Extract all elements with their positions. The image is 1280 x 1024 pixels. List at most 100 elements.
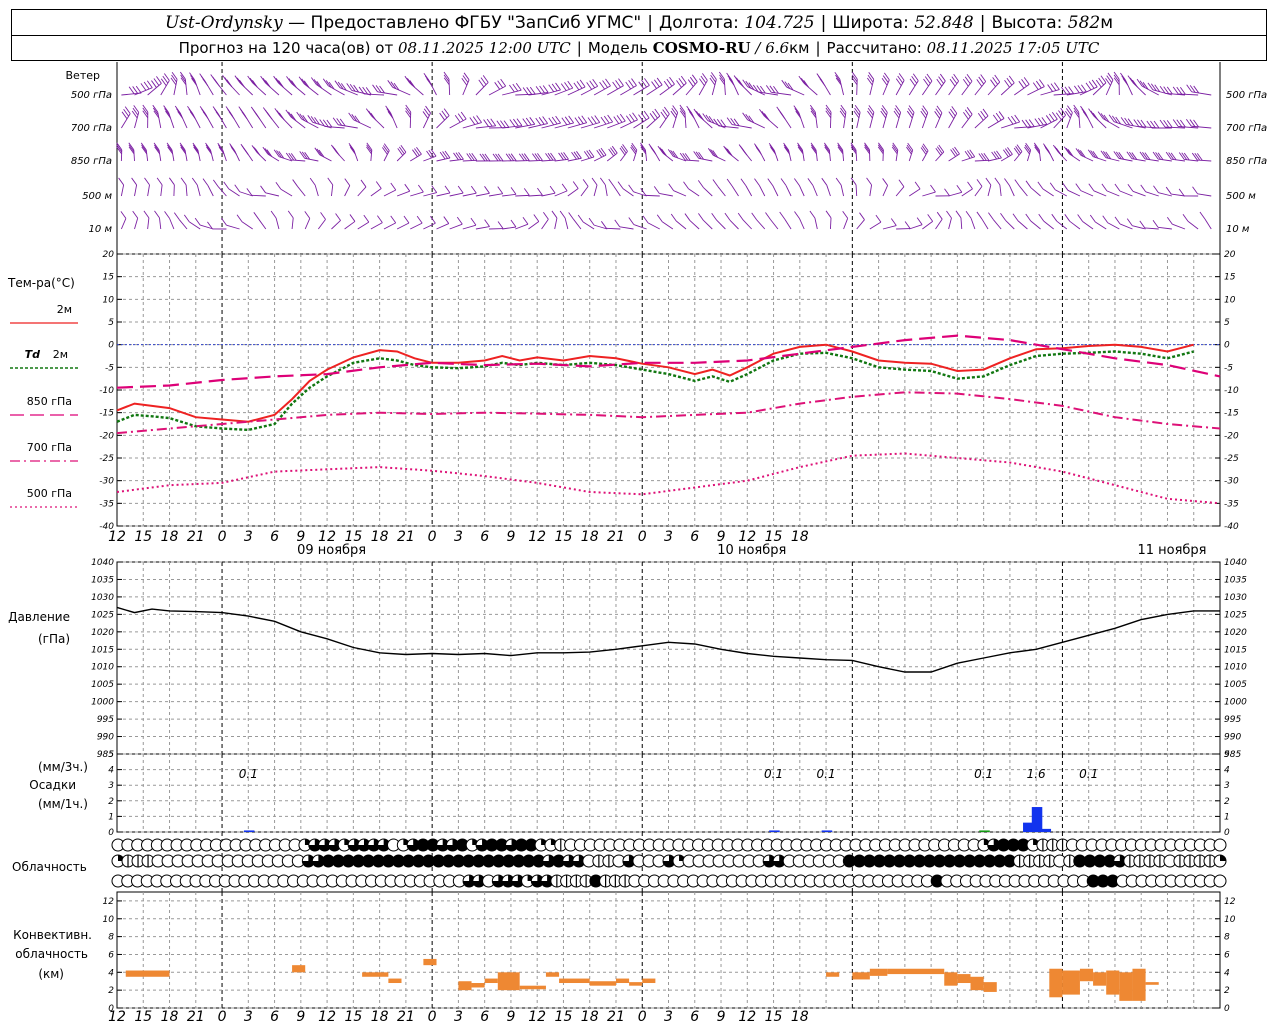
wind-barb-feather — [337, 81, 344, 90]
wind-barb-staff — [357, 186, 367, 197]
wind-barb-feather — [291, 80, 297, 88]
time-axis-label-mid: 18 — [371, 529, 389, 545]
wind-barb-staff — [814, 217, 818, 230]
wind-barb-feather — [116, 142, 123, 151]
wind-barb-feather — [904, 221, 911, 229]
wind-barb-feather — [1114, 183, 1121, 192]
wind-barb-staff — [688, 188, 700, 197]
wind-barb-feather — [316, 148, 323, 157]
cloud-fill — [422, 855, 435, 867]
wind-barb-feather — [898, 73, 905, 81]
precip-amount-label: 0.1 — [974, 767, 993, 781]
wind-barb-feather — [579, 79, 586, 88]
wind-barb-feather — [366, 142, 373, 151]
wind-barb-feather — [949, 108, 956, 117]
time-axis-label-bottom: 18 — [581, 1009, 599, 1024]
wind-barb-staff — [619, 226, 634, 230]
wind-barb-feather — [1159, 119, 1166, 128]
time-axis-label-mid: 0 — [638, 529, 647, 545]
y-tick-label-right: 1015 — [1224, 645, 1247, 655]
wind-barb-feather — [1008, 75, 1015, 84]
wind-barb-feather — [909, 78, 916, 87]
wind-barb-feather — [404, 75, 411, 84]
cloud-fill — [973, 855, 986, 867]
time-axis-label-mid: 3 — [244, 529, 253, 545]
wind-barb-feather — [912, 73, 919, 81]
wind-barb-staff — [1001, 121, 1020, 129]
y-tick-label-left: -10 — [99, 386, 114, 396]
wind-barb-staff — [1030, 220, 1041, 230]
y-tick-label-left: 6 — [108, 950, 114, 960]
convective-bar — [869, 968, 888, 976]
wind-barb-feather — [173, 212, 180, 220]
wind-barb-staff — [1042, 188, 1054, 197]
wind-barb-feather — [640, 146, 647, 155]
longitude-value: 104.725 — [744, 12, 815, 33]
y-tick-label-right: 6 — [1224, 950, 1230, 960]
wind-barb-feather — [390, 81, 397, 89]
legend-label: 2м — [57, 303, 72, 316]
wind-barb-staff — [829, 217, 832, 230]
wind-barb-feather — [417, 184, 424, 193]
wind-level-label-left: 500 м — [82, 191, 112, 202]
wind-barb-feather — [307, 115, 314, 123]
wind-barb-feather — [619, 147, 626, 156]
wind-barb-staff — [265, 192, 280, 197]
wind-barb-feather — [1075, 183, 1082, 191]
wind-barb-feather — [670, 149, 676, 158]
wind-barb-feather — [348, 112, 355, 121]
wind-barb-staff — [756, 219, 766, 230]
wind-barb-feather — [1113, 74, 1120, 83]
wind-barb-feather — [691, 74, 698, 83]
wind-barb-feather — [653, 186, 660, 194]
wind-barb-feather — [428, 149, 435, 158]
wind-barb-feather — [659, 147, 666, 155]
wind-barb-feather — [1089, 214, 1096, 223]
wind-barb-staff — [742, 219, 752, 230]
wind-barb-feather — [615, 80, 621, 88]
wind-barb-feather — [302, 115, 309, 123]
wind-barb-feather — [1085, 82, 1092, 91]
wind-barb-feather — [286, 76, 292, 84]
wind-barb-feather — [952, 147, 958, 156]
wind-barb-feather — [683, 181, 689, 189]
wind-barb-feather — [598, 148, 605, 157]
time-axis-label-bottom: 15 — [765, 1009, 783, 1024]
wind-barb-feather — [906, 146, 912, 155]
wind-barb-feather — [951, 76, 958, 84]
time-axis-label-mid: 18 — [581, 529, 599, 545]
wind-barb-staff — [974, 186, 983, 197]
wind-barb-feather — [1064, 214, 1071, 222]
wind-barb-feather — [963, 111, 969, 120]
wind-barb-feather — [1068, 86, 1074, 94]
wind-barb-feather — [687, 108, 694, 117]
wind-barb-feather — [191, 77, 197, 86]
wind-barb-staff — [593, 121, 613, 129]
wind-barb-feather — [152, 104, 159, 113]
wind-barb-feather — [443, 71, 450, 80]
wind-barb-staff — [528, 92, 549, 96]
wind-barb-feather — [1041, 117, 1048, 125]
time-axis-label-mid: 3 — [454, 529, 463, 545]
time-axis-label-bottom: 0 — [218, 1009, 227, 1024]
wind-barb-feather — [153, 78, 160, 86]
wind-barb-feather — [834, 72, 841, 80]
time-axis-label-bottom: 3 — [454, 1009, 463, 1024]
wind-barb-feather — [629, 114, 635, 122]
wind-barb-feather — [500, 78, 507, 87]
wind-barb-feather — [1028, 119, 1035, 127]
wind-barb-feather — [559, 210, 566, 219]
wind-barb-staff — [1027, 123, 1047, 129]
wind-barb-feather — [214, 79, 220, 87]
wind-barb-staff — [673, 190, 687, 197]
wind-barb-feather — [171, 74, 177, 83]
wind-barb-feather — [332, 117, 339, 126]
wind-barb-feather — [572, 181, 579, 189]
wind-barb-feather — [299, 113, 306, 121]
cloud-fill — [332, 855, 345, 867]
wind-barb-feather — [935, 147, 942, 156]
wind-barb-feather — [328, 81, 335, 90]
wind-barb-feather — [1178, 188, 1185, 197]
wind-barb-feather — [505, 153, 512, 162]
wind-barb-staff — [593, 154, 607, 162]
